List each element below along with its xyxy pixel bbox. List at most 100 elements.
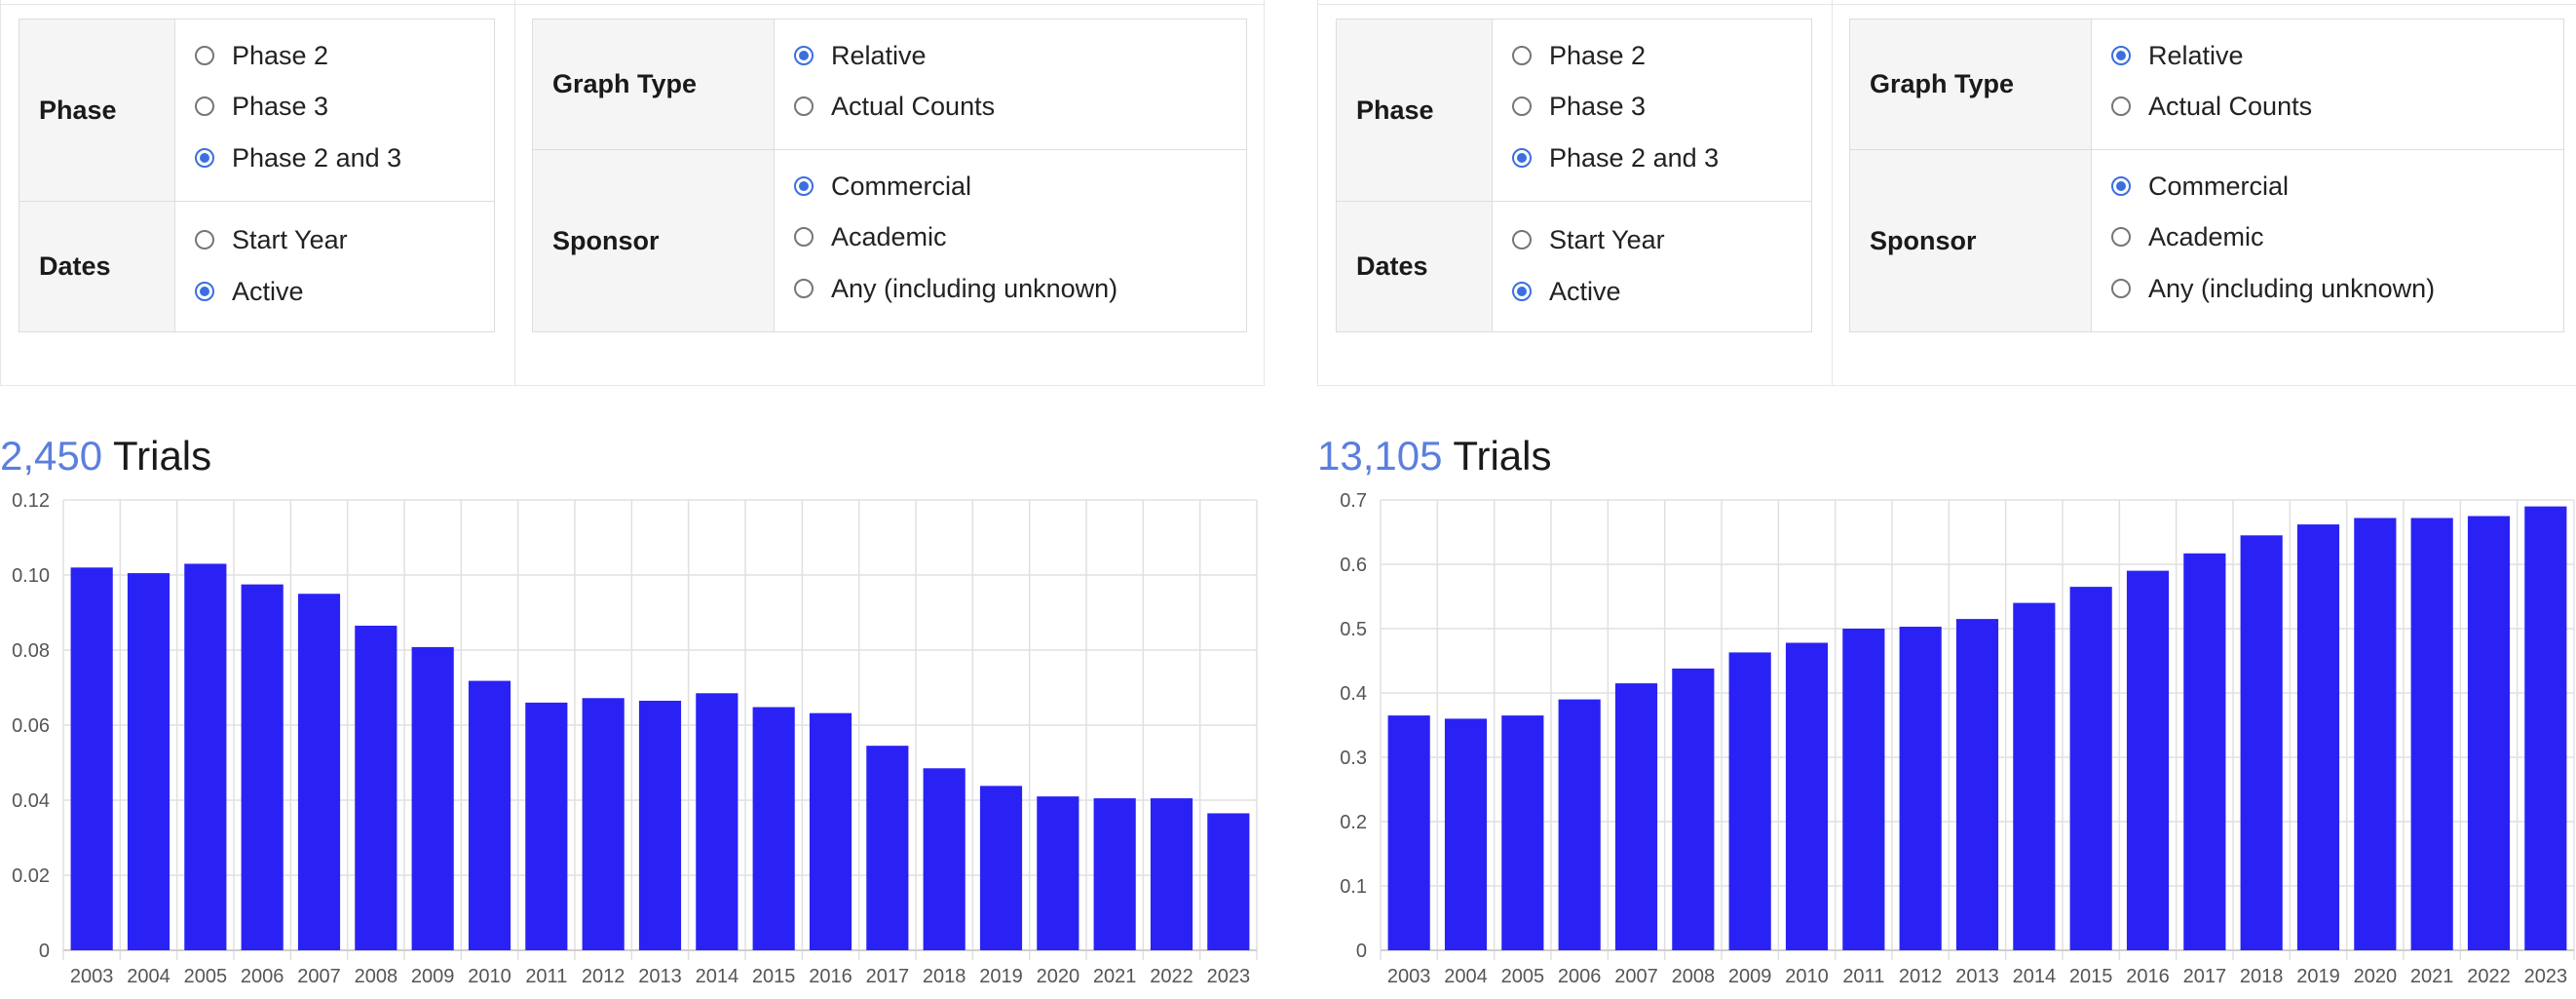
- sponsor-option-commercial[interactable]: Commercial: [794, 172, 971, 201]
- phase-option-phase-2-and-3[interactable]: Phase 2 and 3: [195, 143, 401, 173]
- bar: [1672, 668, 1715, 950]
- phase-option-phase-2[interactable]: Phase 2: [1512, 41, 1646, 70]
- radio-button[interactable]: [794, 279, 814, 298]
- radio-button[interactable]: [1512, 96, 1532, 116]
- radio-button[interactable]: [794, 176, 814, 196]
- phase-option-phase-3[interactable]: Phase 3: [1512, 92, 1646, 121]
- x-tick-label: 2017: [866, 966, 910, 987]
- trials-heading: 2,450 Trials: [0, 433, 211, 480]
- phase-option-phase-2[interactable]: Phase 2: [195, 41, 328, 70]
- radio-button[interactable]: [195, 148, 214, 168]
- graph-type-option-actual-counts[interactable]: Actual Counts: [2111, 92, 2312, 121]
- graph-type-label: Graph Type: [1850, 19, 2092, 149]
- trials-count: 2,450: [0, 433, 103, 479]
- x-tick-label: 2017: [2183, 966, 2227, 987]
- radio-button[interactable]: [1512, 148, 1532, 168]
- bar: [1955, 619, 1999, 950]
- sponsor-option-commercial[interactable]: Commercial: [2111, 172, 2289, 201]
- bar: [1207, 813, 1250, 950]
- x-tick-label: 2006: [1558, 966, 1602, 987]
- radio-button[interactable]: [2111, 96, 2131, 116]
- y-tick-label: 0.3: [1340, 748, 1367, 769]
- x-tick-label: 2005: [184, 966, 228, 987]
- dates-option-start-year[interactable]: Start Year: [195, 225, 348, 254]
- y-tick-label: 0.06: [12, 715, 50, 737]
- sponsor-option-academic[interactable]: Academic: [2111, 222, 2264, 251]
- bar: [638, 700, 682, 950]
- bar: [468, 680, 511, 950]
- phase-option-phase-2-and-3[interactable]: Phase 2 and 3: [1512, 143, 1719, 173]
- bar: [809, 712, 852, 950]
- graph-type-option-relative[interactable]: Relative: [2111, 41, 2244, 70]
- radio-button[interactable]: [794, 96, 814, 116]
- bar: [1558, 699, 1601, 950]
- x-tick-label: 2022: [1150, 966, 1193, 987]
- radio-button[interactable]: [794, 46, 814, 65]
- radio-button[interactable]: [1512, 46, 1532, 65]
- bar: [1150, 798, 1193, 950]
- dates-label: Dates: [1337, 202, 1493, 331]
- phase-row: Phase Phase 2 Phase 3 Phase 2 and 3: [19, 19, 494, 202]
- bar: [2183, 553, 2226, 950]
- bar: [2354, 518, 2397, 950]
- radio-button[interactable]: [2111, 279, 2131, 298]
- x-tick-label: 2009: [411, 966, 455, 987]
- filter-section: Phase Phase 2 Phase 3 Phase 2 and 3 Date…: [0, 0, 1266, 386]
- radio-button[interactable]: [2111, 46, 2131, 65]
- x-tick-label: 2008: [1672, 966, 1716, 987]
- phase-dates-table: Phase Phase 2 Phase 3 Phase 2 and 3 Date…: [19, 19, 495, 332]
- bar: [1444, 718, 1488, 950]
- radio-button[interactable]: [1512, 282, 1532, 301]
- graph-type-row: Graph Type Relative Actual Counts: [1850, 19, 2563, 150]
- option-label: Phase 2 and 3: [1549, 142, 1720, 173]
- sponsor-option-any[interactable]: Any (including unknown): [2111, 274, 2435, 303]
- bar: [1093, 798, 1136, 950]
- x-tick-label: 2021: [1093, 966, 1137, 987]
- sponsor-option-any[interactable]: Any (including unknown): [794, 274, 1118, 303]
- x-tick-label: 2021: [2410, 966, 2454, 987]
- option-label: Active: [1549, 276, 1621, 306]
- phase-option-phase-3[interactable]: Phase 3: [195, 92, 328, 121]
- bar: [1037, 796, 1080, 950]
- dates-option-start-year[interactable]: Start Year: [1512, 225, 1665, 254]
- y-tick-label: 0.1: [1340, 876, 1367, 898]
- bar-chart: 0 0.1 0.2 0.3 0.4 0.5 0.6 0.7 2003 2004 2005 2006 20…: [1340, 490, 2575, 987]
- radio-button[interactable]: [1512, 230, 1532, 250]
- trials-word: Trials: [113, 433, 212, 479]
- y-tick-label: 0.7: [1340, 490, 1367, 512]
- radio-button[interactable]: [195, 282, 214, 301]
- divider: [1318, 4, 2576, 5]
- radio-button[interactable]: [195, 230, 214, 250]
- radio-button[interactable]: [2111, 227, 2131, 247]
- x-tick-label: 2014: [696, 966, 739, 987]
- graph-type-option-relative[interactable]: Relative: [794, 41, 927, 70]
- bar: [1728, 652, 1771, 950]
- bar: [752, 707, 795, 950]
- radio-button[interactable]: [195, 96, 214, 116]
- radio-button[interactable]: [794, 227, 814, 247]
- phase-row: Phase Phase 2 Phase 3 Phase 2 and 3: [1337, 19, 1811, 202]
- option-label: Phase 3: [232, 91, 329, 121]
- radio-button[interactable]: [2111, 176, 2131, 196]
- dates-option-active[interactable]: Active: [1512, 277, 1621, 306]
- x-tick-label: 2023: [2524, 966, 2568, 987]
- x-tick-label: 2008: [355, 966, 398, 987]
- x-tick-label: 2003: [1387, 966, 1431, 987]
- sponsor-option-academic[interactable]: Academic: [794, 222, 947, 251]
- x-tick-label: 2011: [1842, 966, 1884, 987]
- bar: [979, 786, 1023, 950]
- x-tick-label: 2016: [809, 966, 852, 987]
- bar: [582, 698, 625, 950]
- option-label: Commercial: [831, 171, 972, 201]
- option-label: Academic: [2148, 221, 2264, 251]
- trials-heading: 13,105 Trials: [1317, 433, 1552, 480]
- bar: [2240, 535, 2283, 950]
- dates-option-active[interactable]: Active: [195, 277, 304, 306]
- graph-type-option-actual-counts[interactable]: Actual Counts: [794, 92, 995, 121]
- radio-button[interactable]: [195, 46, 214, 65]
- y-tick-label: 0.02: [12, 865, 50, 887]
- phase-dates-table: Phase Phase 2 Phase 3 Phase 2 and 3 Date…: [1336, 19, 1812, 332]
- phase-label: Phase: [1337, 19, 1493, 201]
- x-tick-label: 2003: [70, 966, 114, 987]
- bar: [2126, 570, 2170, 950]
